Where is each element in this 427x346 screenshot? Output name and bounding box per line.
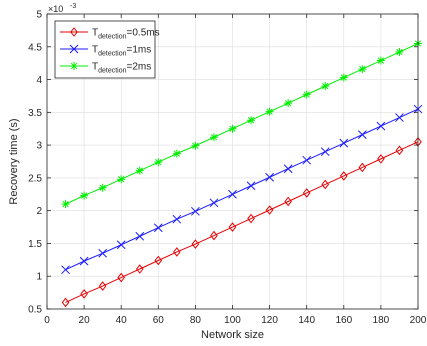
data-point-series-3 xyxy=(154,158,163,167)
data-point-series-1 xyxy=(80,289,88,299)
series-lines xyxy=(65,43,419,303)
data-point-series-3 xyxy=(191,141,200,150)
legend: Tdetection=0.5ms Tdetection=1ms Tdetection… xyxy=(54,20,160,79)
legend-marker-3 xyxy=(70,62,78,70)
data-point-series-1 xyxy=(191,239,200,249)
y-tick-label: 1 xyxy=(36,272,42,283)
data-point-series-2 xyxy=(135,231,145,241)
data-point-series-3 xyxy=(339,73,348,82)
data-point-series-1 xyxy=(61,297,70,308)
data-point-series-1 xyxy=(117,272,126,283)
x-tick-label: 180 xyxy=(373,315,390,326)
data-point-series-3 xyxy=(61,200,70,209)
data-point-series-2 xyxy=(265,172,274,182)
x-tick-label: 200 xyxy=(410,315,427,326)
data-point-series-1 xyxy=(358,162,367,173)
y-tick-label: 1.5 xyxy=(28,239,42,250)
data-point-series-2 xyxy=(339,138,349,148)
y-tick-label: 3 xyxy=(36,141,42,152)
data-point-series-3 xyxy=(209,133,218,142)
data-point-series-1 xyxy=(154,255,163,266)
data-point-series-2 xyxy=(283,164,293,174)
legend-label-1: Tdetection=0.5ms xyxy=(92,28,160,41)
data-point-series-3 xyxy=(321,82,330,91)
data-point-series-2 xyxy=(357,130,367,139)
data-point-series-3 xyxy=(228,124,237,133)
y-multiplier-exponent: -3 xyxy=(70,3,76,10)
y-tick-label: 5 xyxy=(36,10,42,21)
y-tick-label: 0.5 xyxy=(28,305,42,316)
y-tick-label: 4.5 xyxy=(28,42,42,53)
data-point-series-2 xyxy=(246,181,256,191)
y-axis-multiplier: ×10 -3 xyxy=(48,3,76,14)
data-point-series-2 xyxy=(320,147,330,157)
data-point-series-1 xyxy=(321,179,330,190)
y-tick-label: 2 xyxy=(36,206,42,217)
x-tick-label: 60 xyxy=(153,315,165,326)
data-point-series-1 xyxy=(395,145,404,156)
legend-marker-2 xyxy=(69,44,79,54)
data-point-series-1 xyxy=(135,264,144,274)
data-point-series-2 xyxy=(116,240,126,250)
legend-marker-1 xyxy=(70,27,78,37)
y-tick-label: 2.5 xyxy=(28,173,42,184)
data-point-series-2 xyxy=(79,256,89,266)
data-point-series-2 xyxy=(153,223,163,233)
data-point-series-1 xyxy=(284,196,292,207)
x-tick-label: 100 xyxy=(224,315,241,326)
data-point-series-1 xyxy=(339,171,348,181)
data-point-series-3 xyxy=(98,183,107,192)
data-point-series-1 xyxy=(377,154,385,164)
y-axis-label: Recovery time (s) xyxy=(8,118,20,204)
data-point-series-2 xyxy=(172,214,182,224)
data-point-series-1 xyxy=(247,213,255,224)
data-point-series-3 xyxy=(80,191,89,200)
x-tick-label: 120 xyxy=(261,315,278,326)
data-point-series-3 xyxy=(247,116,256,125)
data-point-series-2 xyxy=(209,198,219,208)
data-point-series-1 xyxy=(173,247,181,257)
data-point-series-3 xyxy=(135,166,144,175)
y-tick-label: 4 xyxy=(36,75,42,86)
y-multiplier-base: ×10 xyxy=(48,4,63,14)
data-point-series-3 xyxy=(395,48,404,57)
data-point-series-1 xyxy=(265,205,274,215)
x-tick-label: 40 xyxy=(116,315,128,326)
data-point-series-1 xyxy=(228,222,237,232)
data-point-series-2 xyxy=(191,206,200,216)
x-tick-label: 0 xyxy=(44,315,50,326)
x-tick-label: 160 xyxy=(335,315,352,326)
axis-ticks: 0 20 40 60 80 100 120 140 160 180 200 0.5 1 1.5 2 2.5 3 3… xyxy=(28,10,427,327)
series-line-2 xyxy=(65,108,419,271)
series-line-3 xyxy=(65,43,419,205)
data-point-series-3 xyxy=(302,90,311,99)
legend-label-2: Tdetection=1ms xyxy=(92,45,151,58)
data-point-series-3 xyxy=(117,175,126,184)
data-point-series-2 xyxy=(61,265,70,275)
x-tick-label: 20 xyxy=(79,315,91,326)
data-point-series-3 xyxy=(265,107,274,116)
data-point-series-3 xyxy=(376,56,385,65)
data-point-series-3 xyxy=(358,65,367,74)
data-point-series-2 xyxy=(302,155,312,165)
x-axis-label: Network size xyxy=(201,329,264,341)
data-point-series-3 xyxy=(284,99,293,108)
data-point-series-1 xyxy=(210,230,218,241)
x-tick-label: 140 xyxy=(298,315,315,326)
data-point-series-2 xyxy=(228,189,237,199)
data-point-series-2 xyxy=(395,113,404,122)
data-point-series-1 xyxy=(98,281,107,291)
series-line-1 xyxy=(65,141,419,303)
x-tick-label: 80 xyxy=(190,315,202,326)
legend-label-3: Tdetection=2ms xyxy=(92,62,151,75)
y-tick-label: 3.5 xyxy=(28,108,42,119)
data-point-series-1 xyxy=(302,188,311,198)
data-point-series-3 xyxy=(172,149,181,158)
data-point-series-2 xyxy=(98,248,108,258)
series-markers xyxy=(61,39,423,308)
data-point-series-2 xyxy=(376,121,386,131)
